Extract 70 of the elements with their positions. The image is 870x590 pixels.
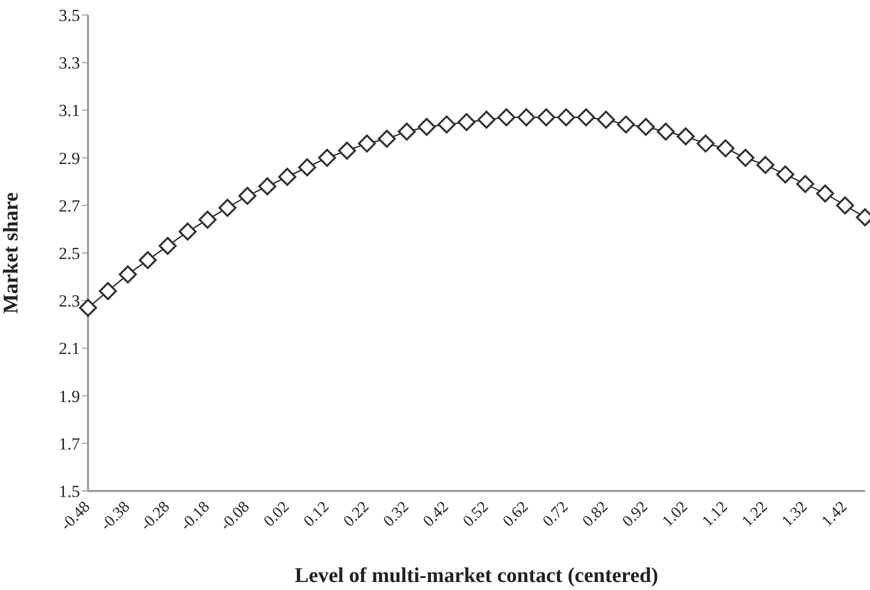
x-tick-label: -0.18 [177, 498, 213, 534]
point [517, 108, 536, 126]
point [398, 122, 416, 141]
point [318, 148, 336, 167]
y-tick-label: 2.5 [58, 244, 80, 264]
x-tick-label: 0.52 [460, 498, 492, 530]
point [597, 110, 615, 129]
point [676, 127, 695, 146]
point [238, 186, 256, 205]
point [278, 168, 296, 186]
point [656, 122, 675, 141]
x-tick-label: 0.22 [340, 498, 372, 530]
point [258, 177, 276, 196]
y-tick-label: 2.1 [58, 339, 80, 358]
x-axis-title: Level of multi-market contact (centered) [294, 563, 658, 587]
y-tick-label: 1.7 [58, 434, 80, 454]
x-tick-label: 1.22 [738, 498, 771, 530]
point [218, 198, 236, 217]
x-tick-label: 0.92 [619, 498, 652, 530]
point [138, 251, 157, 270]
point [497, 108, 516, 126]
point [716, 139, 735, 158]
y-tick-label: 3.3 [58, 54, 80, 73]
point [696, 134, 715, 153]
point [338, 142, 356, 160]
x-tick-label: 1.12 [699, 498, 731, 530]
y-tick-label: 3.1 [58, 101, 80, 120]
point [756, 156, 774, 174]
x-tick-label: 1.32 [778, 498, 811, 530]
y-tick-label: 2.7 [58, 196, 80, 216]
y-axis-title: Market share [0, 192, 22, 314]
point [836, 196, 854, 214]
point [118, 265, 137, 284]
point [198, 210, 217, 229]
x-tick-label: -0.08 [217, 498, 253, 534]
point [79, 298, 97, 317]
point [458, 113, 476, 132]
point [438, 115, 456, 134]
y-tick-label: 1.9 [58, 386, 80, 406]
x-tick-label: 0.02 [260, 498, 293, 530]
point [636, 118, 655, 136]
x-tick-label: 0.42 [420, 498, 452, 530]
point [776, 165, 794, 184]
point [358, 134, 376, 153]
y-tick-label: 3.5 [58, 6, 80, 26]
x-tick-label: 0.82 [580, 498, 612, 530]
y-tick-label: 2.9 [58, 148, 80, 168]
x-tick-label: -0.38 [98, 498, 134, 534]
point [537, 108, 556, 126]
point [477, 110, 496, 129]
x-tick-label: 1.42 [818, 498, 850, 530]
point [736, 148, 754, 167]
y-tick-label: 2.3 [58, 292, 80, 311]
point [418, 118, 436, 136]
point [616, 115, 635, 134]
x-tick-label: -0.28 [138, 498, 174, 534]
x-tick-label: 0.12 [300, 498, 332, 530]
point [298, 158, 316, 176]
point [796, 174, 814, 193]
point [577, 108, 596, 126]
x-tick-label: 0.72 [540, 498, 572, 530]
x-tick-label: 0.62 [500, 498, 532, 530]
point [178, 222, 197, 241]
point [158, 236, 177, 255]
point [98, 282, 117, 300]
point [557, 108, 576, 126]
point [378, 130, 396, 148]
point [816, 184, 834, 202]
x-tick-label: 0.32 [380, 498, 412, 530]
x-tick-label: 1.02 [659, 498, 692, 530]
